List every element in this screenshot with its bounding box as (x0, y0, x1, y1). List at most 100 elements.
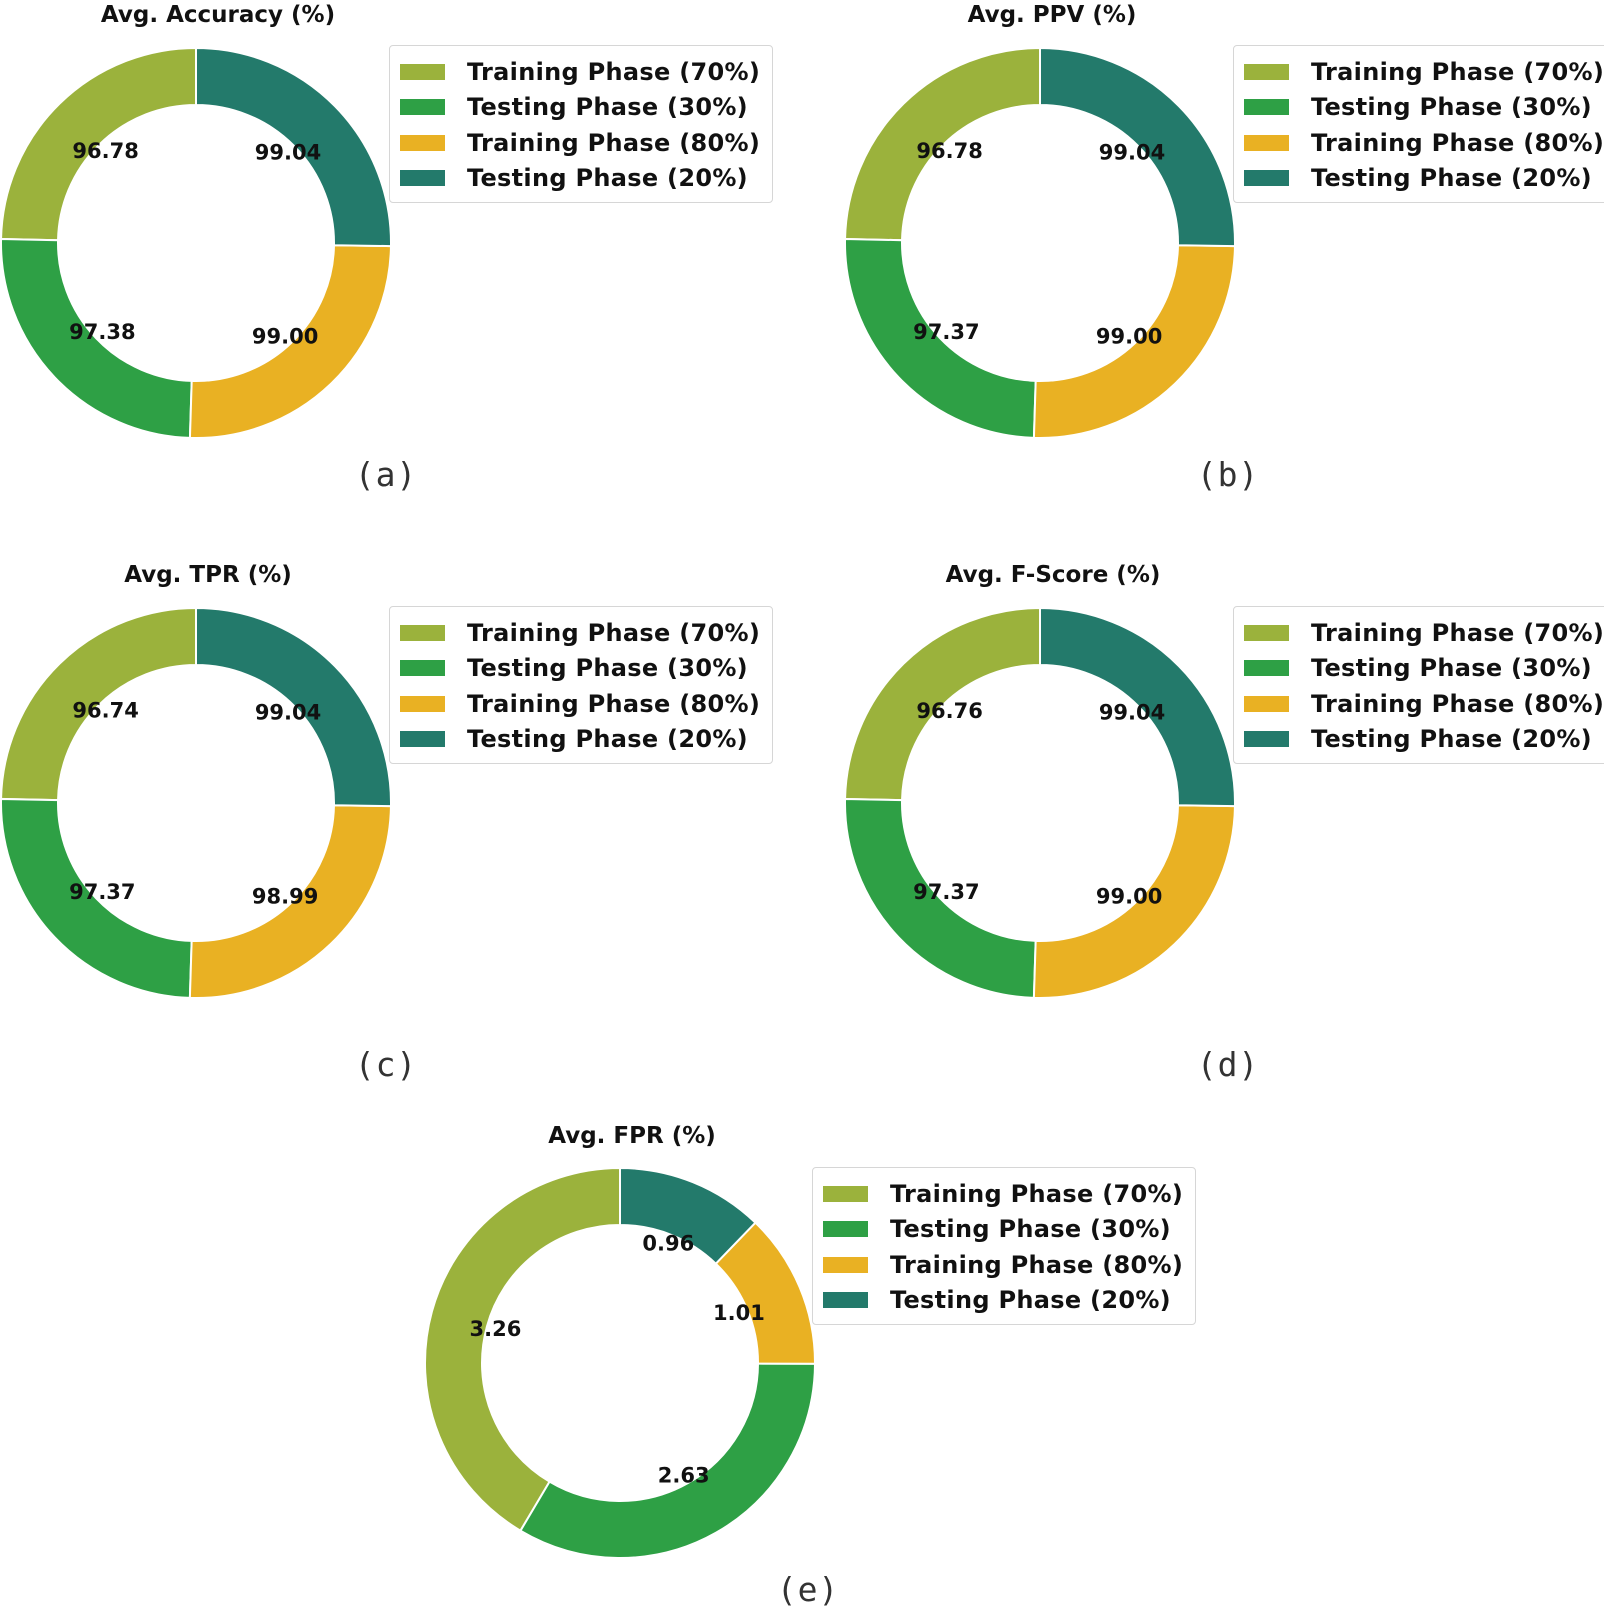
data-label: 99.00 (1096, 324, 1162, 348)
data-label: 96.74 (72, 699, 138, 723)
legend-swatch (1244, 99, 1289, 116)
legend-label: Testing Phase (20%) (1311, 164, 1592, 193)
legend-swatch (1244, 731, 1289, 748)
legend-item: Training Phase (80%) (1244, 686, 1604, 722)
data-label: 97.37 (913, 880, 979, 904)
donut-chart: 96.78 97.37 99.00 99.04 (844, 46, 1236, 439)
legend-swatch (823, 1221, 868, 1238)
data-label: 96.78 (916, 139, 982, 163)
data-label: 97.37 (69, 880, 135, 904)
data-label: 0.96 (642, 1231, 694, 1255)
legend-item: Testing Phase (30%) (1244, 651, 1604, 687)
legend-item: Training Phase (80%) (400, 686, 760, 722)
data-label: 99.04 (255, 700, 321, 724)
legend-label: Testing Phase (30%) (1311, 654, 1592, 683)
legend-item: Training Phase (70%) (1244, 615, 1604, 651)
legend-item: Training Phase (70%) (823, 1176, 1183, 1212)
donut-chart: 96.78 97.38 99.00 99.04 (0, 46, 392, 439)
legend-item: Testing Phase (30%) (823, 1212, 1183, 1248)
legend-swatch (1244, 170, 1289, 187)
wedge-testing-phase-30 (844, 238, 1037, 439)
data-label: 3.26 (470, 1317, 522, 1341)
chart-title: Avg. TPR (%) (124, 562, 292, 588)
legend-swatch (1244, 695, 1289, 712)
legend: Training Phase (70%) Testing Phase (30%) T… (812, 1167, 1197, 1325)
donut-chart: 96.74 97.37 98.99 99.04 (0, 606, 392, 999)
wedge-testing-phase-20 (1039, 606, 1236, 808)
legend-swatch (823, 1256, 868, 1273)
legend-item: Training Phase (80%) (400, 125, 760, 161)
legend-label: Testing Phase (30%) (890, 1215, 1171, 1244)
legend-item: Training Phase (70%) (1244, 54, 1604, 90)
legend-swatch (1244, 63, 1289, 80)
legend-swatch (400, 695, 445, 712)
legend-swatch (823, 1185, 868, 1202)
legend-label: Testing Phase (20%) (890, 1286, 1171, 1315)
chart-title: Avg. F-Score (%) (945, 562, 1161, 588)
legend-label: Training Phase (70%) (1311, 618, 1604, 647)
data-label: 96.78 (72, 139, 138, 163)
legend-label: Testing Phase (30%) (467, 654, 748, 683)
legend: Training Phase (70%) Testing Phase (30%) T… (389, 45, 774, 203)
data-label: 2.63 (658, 1463, 710, 1487)
data-label: 99.04 (255, 140, 321, 164)
wedge-testing-phase-20 (619, 1166, 757, 1266)
legend-item: Training Phase (80%) (1244, 125, 1604, 161)
data-label: 98.99 (252, 884, 318, 908)
legend-label: Training Phase (80%) (467, 689, 761, 718)
legend-swatch (400, 660, 445, 677)
legend-label: Testing Phase (20%) (1311, 725, 1592, 754)
legend-swatch (400, 63, 445, 80)
legend-swatch (400, 99, 445, 116)
legend: Training Phase (70%) Testing Phase (30%) T… (1233, 606, 1604, 764)
data-label: 97.37 (913, 320, 979, 344)
legend-swatch (400, 624, 445, 641)
chart-title: Avg. Accuracy (%) (100, 2, 336, 28)
data-label: 97.38 (69, 320, 135, 344)
donut-chart: 3.26 2.63 1.01 0.96 (424, 1166, 817, 1559)
legend-label: Training Phase (70%) (467, 57, 761, 86)
legend-label: Training Phase (70%) (890, 1179, 1184, 1208)
wedge-testing-phase-30 (0, 238, 193, 439)
data-label: 1.01 (713, 1301, 765, 1325)
wedge-testing-phase-20 (195, 46, 392, 248)
legend-item: Testing Phase (20%) (1244, 722, 1604, 758)
legend-swatch (400, 170, 445, 187)
panel-label: (d) (1196, 1045, 1260, 1084)
legend-item: Testing Phase (20%) (1244, 161, 1604, 197)
legend-item: Testing Phase (30%) (1244, 90, 1604, 126)
legend: Training Phase (70%) Testing Phase (30%) T… (1233, 45, 1604, 203)
wedge-testing-phase-30 (519, 1362, 817, 1559)
wedge-training-phase-70 (424, 1166, 621, 1533)
legend-item: Training Phase (70%) (400, 54, 760, 90)
legend-label: Training Phase (80%) (467, 128, 761, 157)
wedge-testing-phase-30 (844, 797, 1037, 999)
chart-title: Avg. PPV (%) (967, 2, 1137, 28)
data-label: 99.00 (1096, 884, 1162, 908)
data-label: 96.76 (916, 699, 982, 723)
data-label: 99.00 (252, 324, 318, 348)
legend-swatch (400, 731, 445, 748)
panel-label: (e) (776, 1570, 840, 1609)
legend-label: Testing Phase (20%) (467, 164, 748, 193)
wedge-testing-phase-20 (1039, 46, 1236, 248)
legend: Training Phase (70%) Testing Phase (30%) T… (389, 606, 774, 764)
data-label: 99.04 (1099, 700, 1165, 724)
legend-label: Testing Phase (20%) (467, 725, 748, 754)
legend-item: Training Phase (70%) (400, 615, 760, 651)
legend-item: Training Phase (80%) (823, 1247, 1183, 1283)
panel-label: (a) (354, 455, 418, 494)
legend-label: Training Phase (70%) (467, 618, 761, 647)
legend-label: Training Phase (80%) (1311, 689, 1604, 718)
legend-swatch (1244, 134, 1289, 151)
data-label: 99.04 (1099, 140, 1165, 164)
legend-label: Training Phase (80%) (1311, 128, 1604, 157)
legend-item: Testing Phase (30%) (400, 90, 760, 126)
legend-swatch (823, 1292, 868, 1309)
legend-swatch (1244, 660, 1289, 677)
legend-item: Testing Phase (20%) (823, 1283, 1183, 1319)
legend-label: Testing Phase (30%) (467, 93, 748, 122)
legend-swatch (1244, 624, 1289, 641)
wedge-testing-phase-30 (0, 797, 193, 999)
donut-chart: 96.76 97.37 99.00 99.04 (844, 606, 1236, 999)
